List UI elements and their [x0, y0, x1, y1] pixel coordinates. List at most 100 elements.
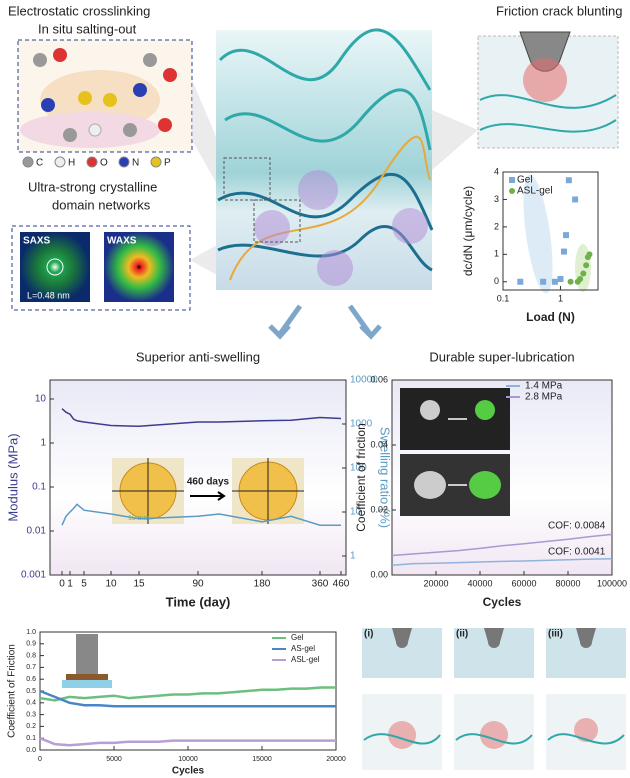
crystal-domain — [317, 250, 353, 286]
chart-title: Superior anti-swelling — [136, 349, 260, 364]
x-tick-label: 15000 — [252, 756, 272, 763]
y-tick-label: 0.001 — [21, 570, 46, 581]
y-tick-label: 0.9 — [26, 641, 36, 648]
legend-label: 1.4 MPa — [525, 381, 563, 392]
x-tick-label: 15 — [133, 579, 145, 590]
grid-marks — [112, 458, 304, 524]
plot-frame — [502, 171, 599, 291]
point — [572, 196, 579, 203]
point — [557, 276, 564, 283]
y2-tick-label: 100 — [350, 463, 367, 474]
series-line — [61, 408, 342, 428]
x-tick-label: 80000 — [555, 578, 580, 588]
y-tick-label: 1.0 — [26, 629, 36, 636]
y2-tick-label: 1000 — [350, 419, 373, 430]
panel-title: Electrostatic crosslinking — [8, 3, 150, 18]
spacing-label: L=0.48 nm — [27, 290, 70, 300]
y-tick-label: 0 — [494, 276, 499, 286]
crystal-domain — [254, 210, 290, 246]
mechanism-panels — [362, 628, 626, 770]
annotation: COF: 0.0041 — [548, 547, 606, 558]
panel-label: (i) — [364, 629, 373, 640]
y-tick-label: 0.0 — [26, 747, 36, 754]
y-tick-label: 0.4 — [26, 700, 36, 707]
point — [580, 270, 587, 277]
crystal-domain — [298, 170, 338, 210]
y-axis-label: Modulus (MPa) — [5, 433, 20, 521]
chart-title: Durable super-lubrication — [429, 349, 574, 364]
joint — [414, 471, 446, 499]
y-tick-label: 0.7 — [26, 664, 36, 671]
y-axis-label: Coefficient of friction — [354, 423, 368, 532]
legend-swatch — [509, 177, 515, 183]
annotation: COF: 0.0084 — [548, 521, 606, 532]
x-tick-label: 5000 — [106, 756, 122, 763]
panel-subtitle: In situ salting-out — [38, 21, 137, 36]
point — [586, 251, 593, 258]
image-label: SAXS — [23, 236, 51, 247]
y-tick-label: 3 — [494, 194, 499, 204]
element-swatch — [118, 156, 130, 168]
arrow — [347, 304, 382, 340]
y-tick-label: 0.1 — [26, 735, 36, 742]
series-line — [39, 686, 336, 702]
x-tick-label: 60000 — [511, 578, 536, 588]
callout — [432, 110, 478, 170]
saxs-ring — [46, 258, 64, 276]
x-tick-label: 180 — [254, 579, 271, 590]
scatter-band — [575, 244, 591, 292]
image-label: WAXS — [107, 236, 137, 247]
joint — [469, 471, 501, 499]
series-line — [391, 533, 613, 557]
element-label: C — [36, 158, 43, 169]
x-axis-label: Load (N) — [526, 310, 575, 324]
scatter-band — [523, 174, 553, 294]
pin — [76, 634, 98, 674]
point — [567, 278, 574, 285]
legend-label: AS-gel — [291, 644, 315, 653]
substrate — [62, 680, 112, 688]
x-tick-label: 0.1 — [497, 293, 510, 303]
series-line — [39, 689, 336, 708]
x-tick-label: 40000 — [467, 578, 492, 588]
y2-tick-label: 1 — [350, 551, 356, 562]
legend-swatch — [509, 188, 515, 194]
x-tick-label: 10 — [105, 579, 117, 590]
x-tick-label: 460 — [333, 579, 350, 590]
x-tick-label: 1 — [67, 579, 73, 590]
element-swatch — [22, 156, 34, 168]
legend-label: Gel — [291, 633, 304, 642]
y-tick-label: 4 — [494, 166, 499, 176]
sample-layer — [66, 674, 108, 680]
joint — [475, 400, 495, 420]
molecule — [20, 48, 177, 148]
crystal-box — [11, 225, 191, 311]
network-chains — [479, 94, 617, 133]
element-swatch — [150, 156, 162, 168]
legend-label: 2.8 MPa — [525, 392, 563, 403]
y2-tick-label: 10000 — [350, 375, 378, 386]
y-tick-label: 2 — [494, 221, 499, 231]
legend-label: ASL-gel — [517, 186, 553, 197]
x-tick-label: 1 — [558, 293, 563, 303]
y-tick-label: 0.06 — [370, 374, 388, 384]
series-line — [391, 558, 613, 567]
y-tick-label: 1 — [40, 438, 46, 449]
panel-label: (ii) — [456, 629, 468, 640]
point — [583, 262, 590, 269]
panel-title: Friction crack blunting — [496, 3, 622, 18]
x-tick-label: 20000 — [423, 578, 448, 588]
panel-subtitle: domain networks — [52, 197, 151, 212]
y-tick-label: 0.01 — [27, 526, 47, 537]
legend-label: ASL-gel — [291, 655, 320, 664]
point — [565, 177, 572, 184]
element-label: H — [68, 158, 75, 169]
point — [577, 276, 584, 283]
plot-frame — [391, 379, 613, 576]
waxs-image — [104, 232, 174, 302]
x-tick-label: 100000 — [597, 578, 627, 588]
inset-label: 460 days — [187, 477, 230, 488]
x-axis-label: Time (day) — [166, 594, 231, 609]
y-tick-label: 10 — [35, 394, 47, 405]
point — [551, 278, 558, 285]
